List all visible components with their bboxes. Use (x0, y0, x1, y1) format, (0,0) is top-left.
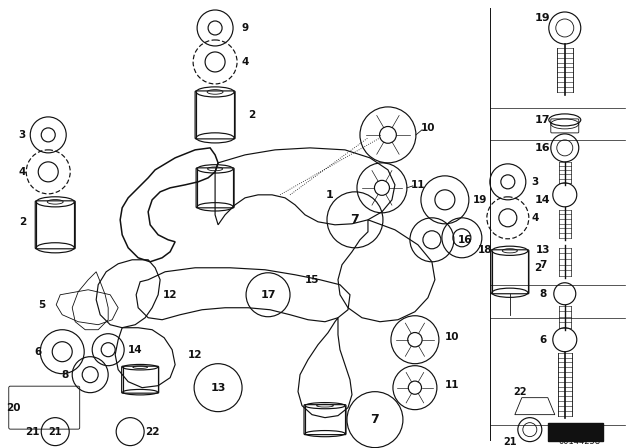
Text: 3: 3 (531, 177, 538, 187)
Text: 22: 22 (513, 387, 527, 396)
Text: 6: 6 (35, 347, 42, 357)
Text: 8: 8 (539, 289, 547, 299)
Text: 7: 7 (351, 213, 359, 226)
Text: 16: 16 (535, 143, 550, 153)
Text: 15: 15 (305, 275, 319, 285)
Text: 2: 2 (19, 217, 26, 227)
Text: 00144258: 00144258 (559, 437, 601, 446)
Text: 8: 8 (61, 370, 69, 380)
Text: 19: 19 (535, 13, 550, 23)
Text: 11: 11 (411, 180, 425, 190)
Text: 2: 2 (534, 263, 541, 273)
Text: 21: 21 (49, 426, 62, 437)
Text: 5: 5 (38, 300, 46, 310)
Bar (548, 422, 603, 441)
Text: 14: 14 (535, 195, 550, 205)
Text: 10: 10 (445, 332, 459, 342)
Text: 22: 22 (145, 426, 159, 437)
Text: 21: 21 (25, 426, 40, 437)
Text: 4: 4 (19, 167, 26, 177)
Text: 6: 6 (539, 335, 547, 345)
Text: 17: 17 (535, 115, 550, 125)
Text: 14: 14 (128, 345, 143, 355)
Text: 19: 19 (473, 195, 487, 205)
Text: 12: 12 (188, 350, 202, 360)
Text: 11: 11 (445, 379, 459, 390)
Text: 7: 7 (539, 260, 547, 270)
Text: 4: 4 (241, 57, 249, 67)
Text: 10: 10 (420, 123, 435, 133)
Text: 13: 13 (211, 383, 226, 392)
Text: 17: 17 (260, 290, 276, 300)
Text: 4: 4 (531, 213, 538, 223)
Text: 13: 13 (536, 245, 550, 255)
Text: 1: 1 (326, 190, 334, 200)
Text: 21: 21 (503, 437, 516, 447)
Text: 9: 9 (241, 23, 248, 33)
Text: 7: 7 (371, 413, 380, 426)
Text: 18: 18 (477, 245, 492, 255)
Text: 3: 3 (19, 130, 26, 140)
Text: 16: 16 (458, 235, 472, 245)
Text: 2: 2 (248, 110, 256, 120)
Text: 20: 20 (6, 403, 20, 413)
Text: 12: 12 (163, 290, 177, 300)
